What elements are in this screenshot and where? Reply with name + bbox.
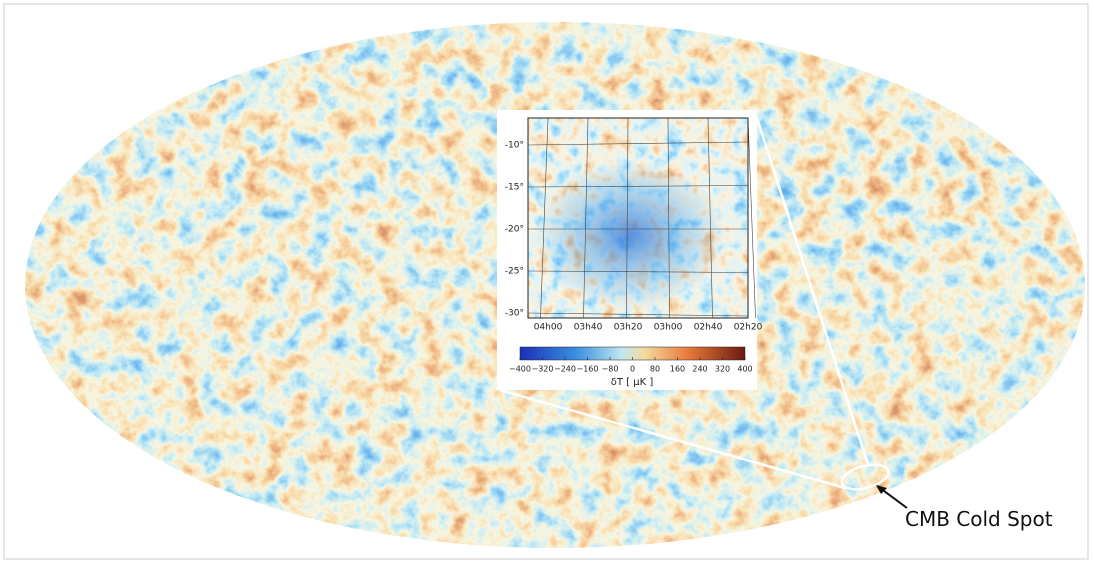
colorbar-tick-label: −80	[602, 365, 619, 374]
x-label: 02h20	[734, 323, 763, 333]
colorbar-tick-label: 240	[692, 365, 707, 374]
colorbar-tick-label: −400	[509, 365, 531, 374]
x-label: 03h20	[614, 323, 643, 333]
colorbar-tick-label: −240	[554, 365, 576, 374]
x-label: 04h00	[534, 323, 563, 333]
y-label: -25°	[505, 267, 524, 277]
cmb-figure: δT [ μK ] CMB Cold Spot -10° -15° -20° -25°…	[0, 0, 1094, 565]
x-label: 02h40	[694, 323, 723, 333]
y-label: -15°	[505, 183, 524, 193]
y-label: -20°	[505, 225, 524, 235]
colorbar-tick-label: −160	[577, 365, 599, 374]
colorbar-label: δT [ μK ]	[611, 377, 654, 388]
colorbar-tick-label: 400	[737, 365, 752, 374]
colorbar-tick-label: −320	[532, 365, 554, 374]
y-label: -10°	[505, 141, 524, 151]
colorbar-tick-label: 80	[650, 365, 660, 374]
x-label: 03h40	[574, 323, 603, 333]
colorbar-tick-label: 0	[630, 365, 635, 374]
colorbar-tick-label: 320	[715, 365, 730, 374]
colorbar-tick-label: 160	[670, 365, 685, 374]
inset-map	[528, 118, 748, 318]
x-label: 03h00	[654, 323, 683, 333]
annotation: CMB Cold Spot	[905, 507, 1053, 531]
y-label: -30°	[505, 309, 524, 319]
